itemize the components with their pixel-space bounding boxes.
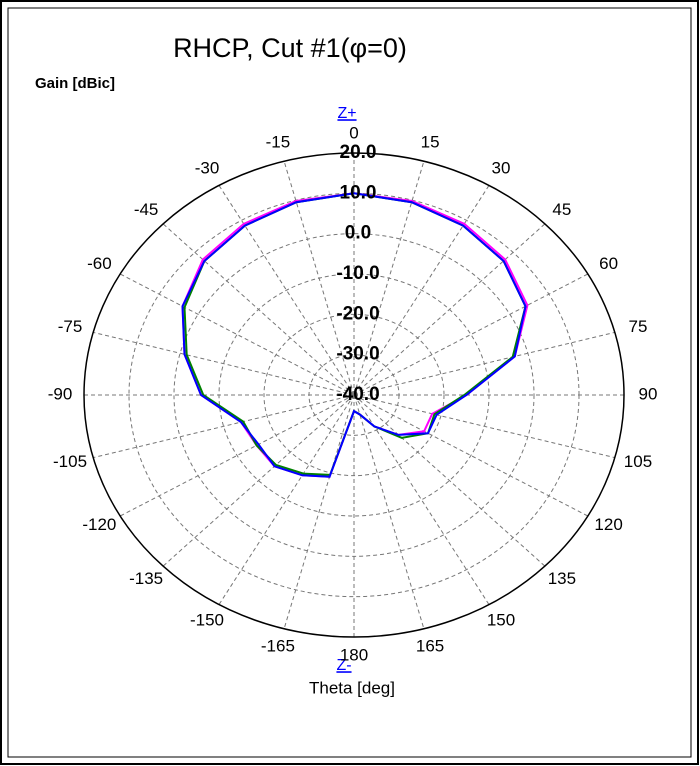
radial-tick-label: -40.0 — [336, 384, 379, 405]
angle-tick-label: 180 — [340, 645, 368, 664]
angle-tick-label: -150 — [190, 611, 224, 630]
angle-tick-label: -165 — [261, 637, 295, 656]
angle-tick-label: 90 — [639, 384, 658, 403]
grid-ring — [173, 233, 535, 557]
angle-tick-label: -135 — [129, 569, 163, 588]
inner-frame — [7, 7, 692, 758]
angle-tick-label: 105 — [624, 452, 652, 471]
grid-ring — [263, 313, 445, 477]
grid-spoke — [93, 394, 355, 459]
radial-tick-label: 0.0 — [345, 223, 371, 244]
top-label: Z+ — [337, 105, 356, 122]
angle-tick-label: 30 — [492, 158, 511, 177]
angle-tick-label: -15 — [266, 132, 291, 151]
angle-tick-label: -60 — [87, 254, 112, 273]
angle-tick-label: 135 — [548, 569, 576, 588]
radial-tick-label: -20.0 — [336, 303, 379, 324]
angle-tick-label: 75 — [629, 317, 648, 336]
grid-ring — [128, 192, 580, 598]
angle-tick-label: -105 — [53, 452, 87, 471]
bottom-label: Z- — [336, 657, 351, 674]
angle-tick-label: 45 — [552, 200, 571, 219]
chart-title: RHCP, Cut #1(φ=0) — [173, 33, 407, 63]
radial-tick-label: 10.0 — [340, 182, 377, 203]
angle-tick-label: 150 — [487, 611, 515, 630]
angle-tick-label: 15 — [421, 132, 440, 151]
angle-tick-label: -120 — [82, 515, 116, 534]
radial-axis-label: Gain [dBic] — [35, 75, 115, 92]
angle-tick-label: 0 — [349, 123, 358, 142]
angle-axis-label: Theta [deg] — [309, 678, 395, 697]
series-line — [181, 192, 527, 478]
radial-tick-label: -10.0 — [336, 263, 379, 284]
grid-ring — [218, 273, 490, 517]
grid-ring — [308, 354, 400, 436]
angle-tick-label: -75 — [58, 317, 83, 336]
angle-tick-label: 120 — [594, 515, 622, 534]
radial-tick-label: 20.0 — [340, 142, 377, 163]
outer-ring — [83, 152, 625, 638]
radial-tick-label: -30.0 — [336, 344, 379, 365]
grid — [83, 152, 625, 638]
angle-tick-label: -45 — [134, 200, 159, 219]
angle-tick-label: 60 — [599, 254, 618, 273]
angle-tick-label: 165 — [416, 637, 444, 656]
angle-tick-label: -30 — [195, 158, 220, 177]
angle-tick-label: -90 — [48, 384, 73, 403]
